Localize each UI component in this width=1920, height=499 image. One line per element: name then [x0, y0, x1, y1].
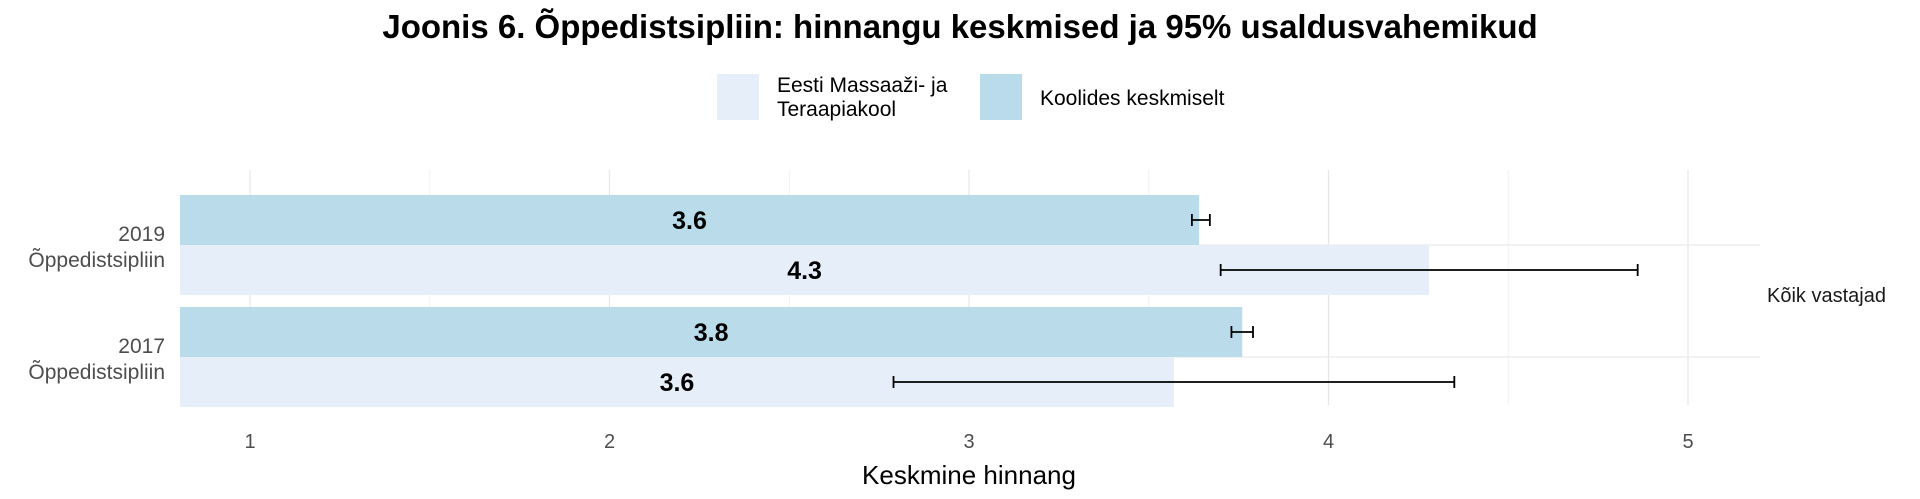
- facet-label: Kõik vastajad: [1767, 285, 1886, 307]
- legend: Eesti Massaaži- ja Teraapiakool Koolides…: [0, 74, 1920, 134]
- data-label: 3.6: [672, 207, 707, 235]
- chart-title: Joonis 6. Õppedistsipliin: hinnangu kesk…: [382, 8, 1538, 45]
- legend-swatch-average: [980, 74, 1022, 120]
- data-label: 3.6: [660, 369, 695, 397]
- x-tick-label: 2: [604, 431, 615, 453]
- category-label: 2017 Õppedistsipliin: [28, 335, 165, 384]
- x-tick-label: 1: [244, 431, 255, 453]
- legend-label-school: Eesti Massaaži- ja Teraapiakool: [777, 74, 948, 121]
- legend-label-average: Koolides keskmiselt: [1040, 87, 1225, 110]
- data-label: 3.8: [694, 319, 729, 347]
- x-axis-label: Keskmine hinnang: [862, 460, 1076, 490]
- x-tick-label: 5: [1682, 431, 1693, 453]
- x-tick-label: 4: [1323, 431, 1334, 453]
- legend-item-school: Eesti Massaaži- ja Teraapiakool: [717, 74, 947, 122]
- category-label: 2019 Õppedistsipliin: [28, 223, 165, 272]
- bar: [180, 195, 1200, 245]
- x-tick-label: 3: [963, 431, 974, 453]
- bar: [180, 307, 1243, 357]
- data-label: 4.3: [787, 257, 822, 285]
- legend-item-average: Koolides keskmiselt: [980, 74, 1224, 120]
- legend-swatch-school: [717, 74, 759, 120]
